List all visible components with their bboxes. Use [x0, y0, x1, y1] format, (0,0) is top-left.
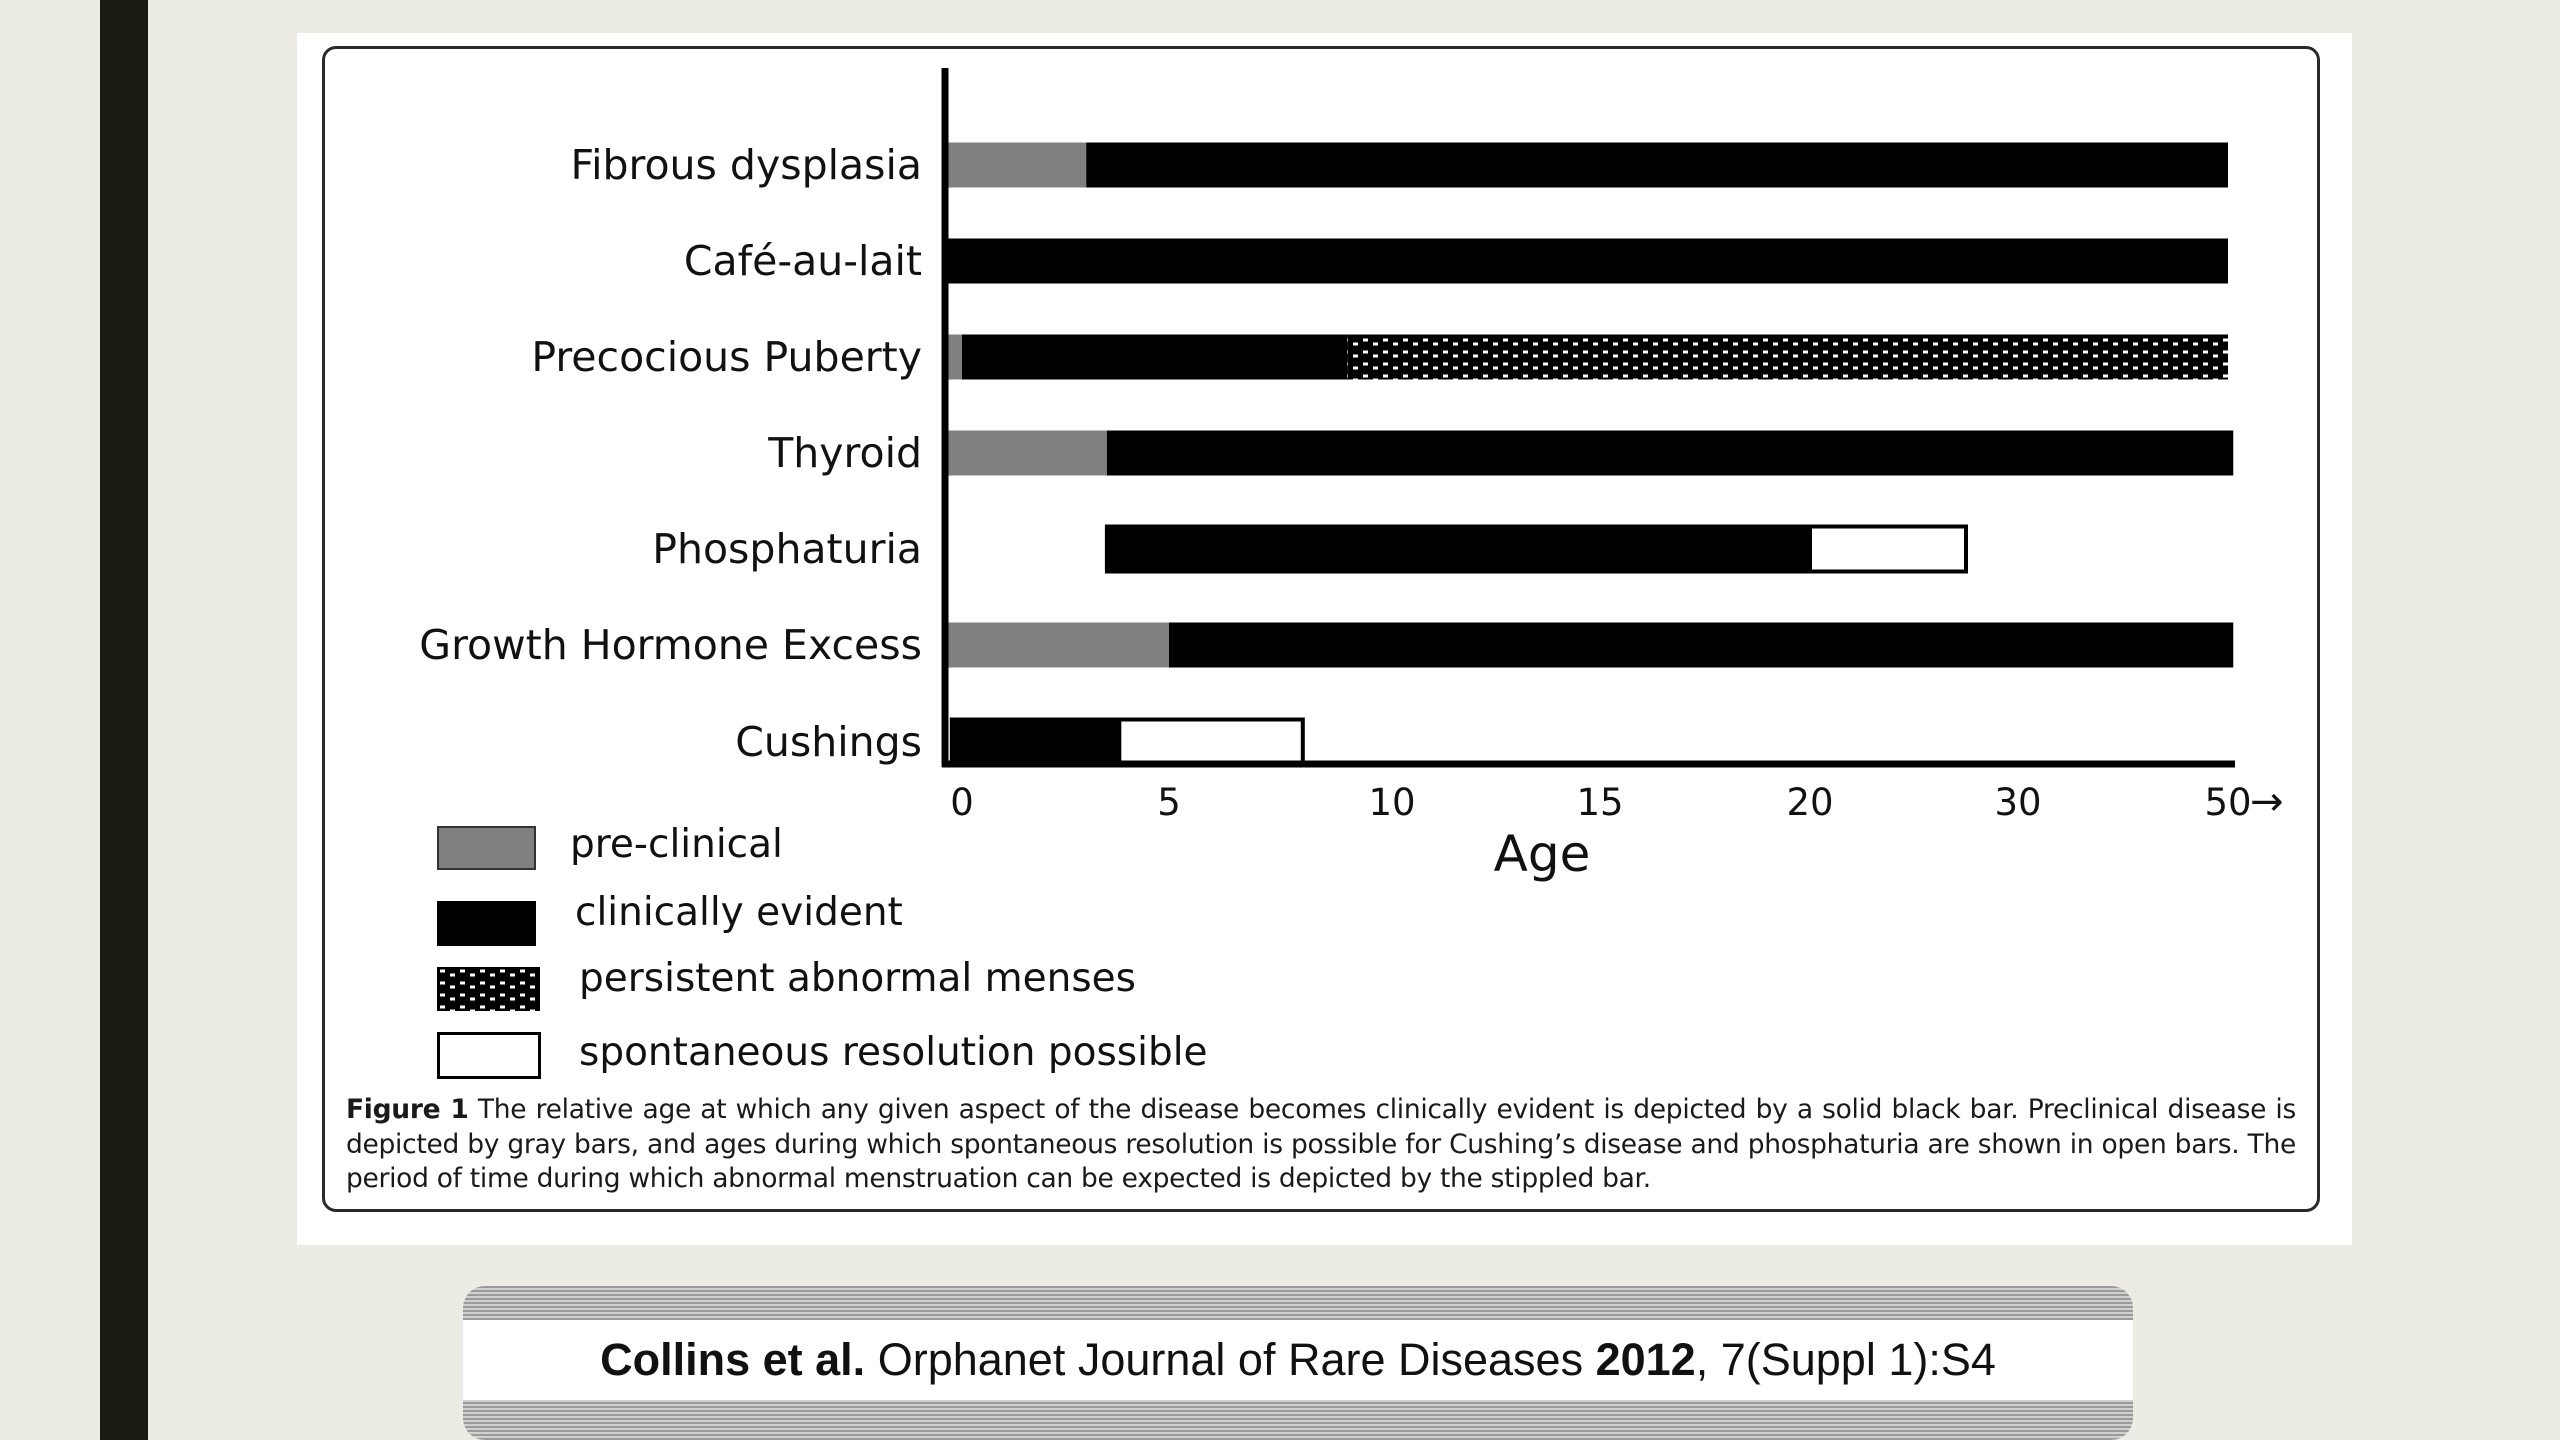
chart-axes [941, 68, 2235, 768]
x-tick-label-30: 30 [1994, 781, 2041, 824]
citation-journal: Orphanet Journal of Rare Diseases [877, 1334, 1584, 1385]
category-label-precocious-puberty: Precocious Puberty [531, 333, 922, 381]
x-tick-label-50: 50 [2204, 781, 2251, 824]
x-tick-label-10: 10 [1368, 781, 1415, 824]
legend-label-clinical: clinically evident [575, 890, 903, 935]
citation-ref: , 7(Suppl 1):S4 [1695, 1334, 1996, 1385]
bar-precocious-puberty-pre-clinical [945, 334, 962, 380]
legend-swatch-open [437, 1032, 541, 1079]
legend-swatch-stippled [437, 967, 540, 1011]
bar-precocious-puberty-clinically-evident [962, 334, 1348, 380]
bar-growth-hormone-excess-pre-clinical [945, 622, 1169, 668]
bar-phosphaturia-spontaneous-resolution-possible [1808, 524, 1968, 574]
x-tick-label-15: 15 [1576, 781, 1623, 824]
bar-phosphaturia-clinically-evident [1104, 524, 1812, 574]
citation: Collins et al. Orphanet Journal of Rare … [600, 1334, 1996, 1386]
bar-fibrous-dysplasia-pre-clinical [945, 142, 1087, 188]
category-label-cushings: Cushings [735, 718, 922, 766]
slide-accent-bar [100, 0, 148, 1440]
figure-caption-text: The relative age at which any given aspe… [346, 1094, 2297, 1194]
bar-fibrous-dysplasia-clinically-evident [1086, 142, 2228, 188]
chart-labels: Fibrous dysplasia Café-au-lait Precocious … [419, 141, 2283, 883]
citation-authors: Collins et al. [600, 1334, 866, 1385]
bar-thyroid-pre-clinical [945, 430, 1107, 476]
figure-label: Figure 1 [346, 1094, 469, 1125]
legend-label-stippled: persistent abnormal menses [579, 956, 1136, 1001]
chart-bars [945, 142, 2234, 767]
legend-label-open: spontaneous resolution possible [579, 1030, 1208, 1075]
x-axis-arrow-icon: → [2250, 779, 2284, 825]
category-label-caf-au-lait: Café-au-lait [684, 237, 922, 285]
bar-growth-hormone-excess-clinically-evident [1169, 622, 2234, 668]
category-label-thyroid: Thyroid [767, 429, 922, 477]
citation-box: Collins et al. Orphanet Journal of Rare … [463, 1286, 2133, 1440]
legend-swatch-clinical [437, 901, 536, 946]
bar-cushings-clinically-evident [949, 717, 1122, 767]
category-label-phosphaturia: Phosphaturia [652, 525, 922, 573]
category-label-growth-hormone-excess: Growth Hormone Excess [419, 621, 922, 669]
x-tick-label-5: 5 [1157, 781, 1181, 824]
x-tick-label-20: 20 [1786, 781, 1833, 824]
bar-caf-au-lait-clinically-evident [945, 238, 2228, 284]
citation-year: 2012 [1595, 1334, 1696, 1385]
bar-precocious-puberty-persistent-abnormal-menses [1347, 334, 2228, 380]
bar-cushings-spontaneous-resolution-possible [1117, 717, 1305, 767]
legend-swatch-preclinical [437, 826, 536, 870]
x-tick-label-0: 0 [950, 781, 974, 824]
legend-label-preclinical: pre-clinical [570, 822, 783, 867]
figure-caption: Figure 1 The relative age at which any g… [346, 1093, 2296, 1197]
category-label-fibrous-dysplasia: Fibrous dysplasia [570, 141, 922, 189]
bar-thyroid-clinically-evident [1106, 430, 2234, 476]
x-axis-title: Age [1494, 825, 1591, 883]
